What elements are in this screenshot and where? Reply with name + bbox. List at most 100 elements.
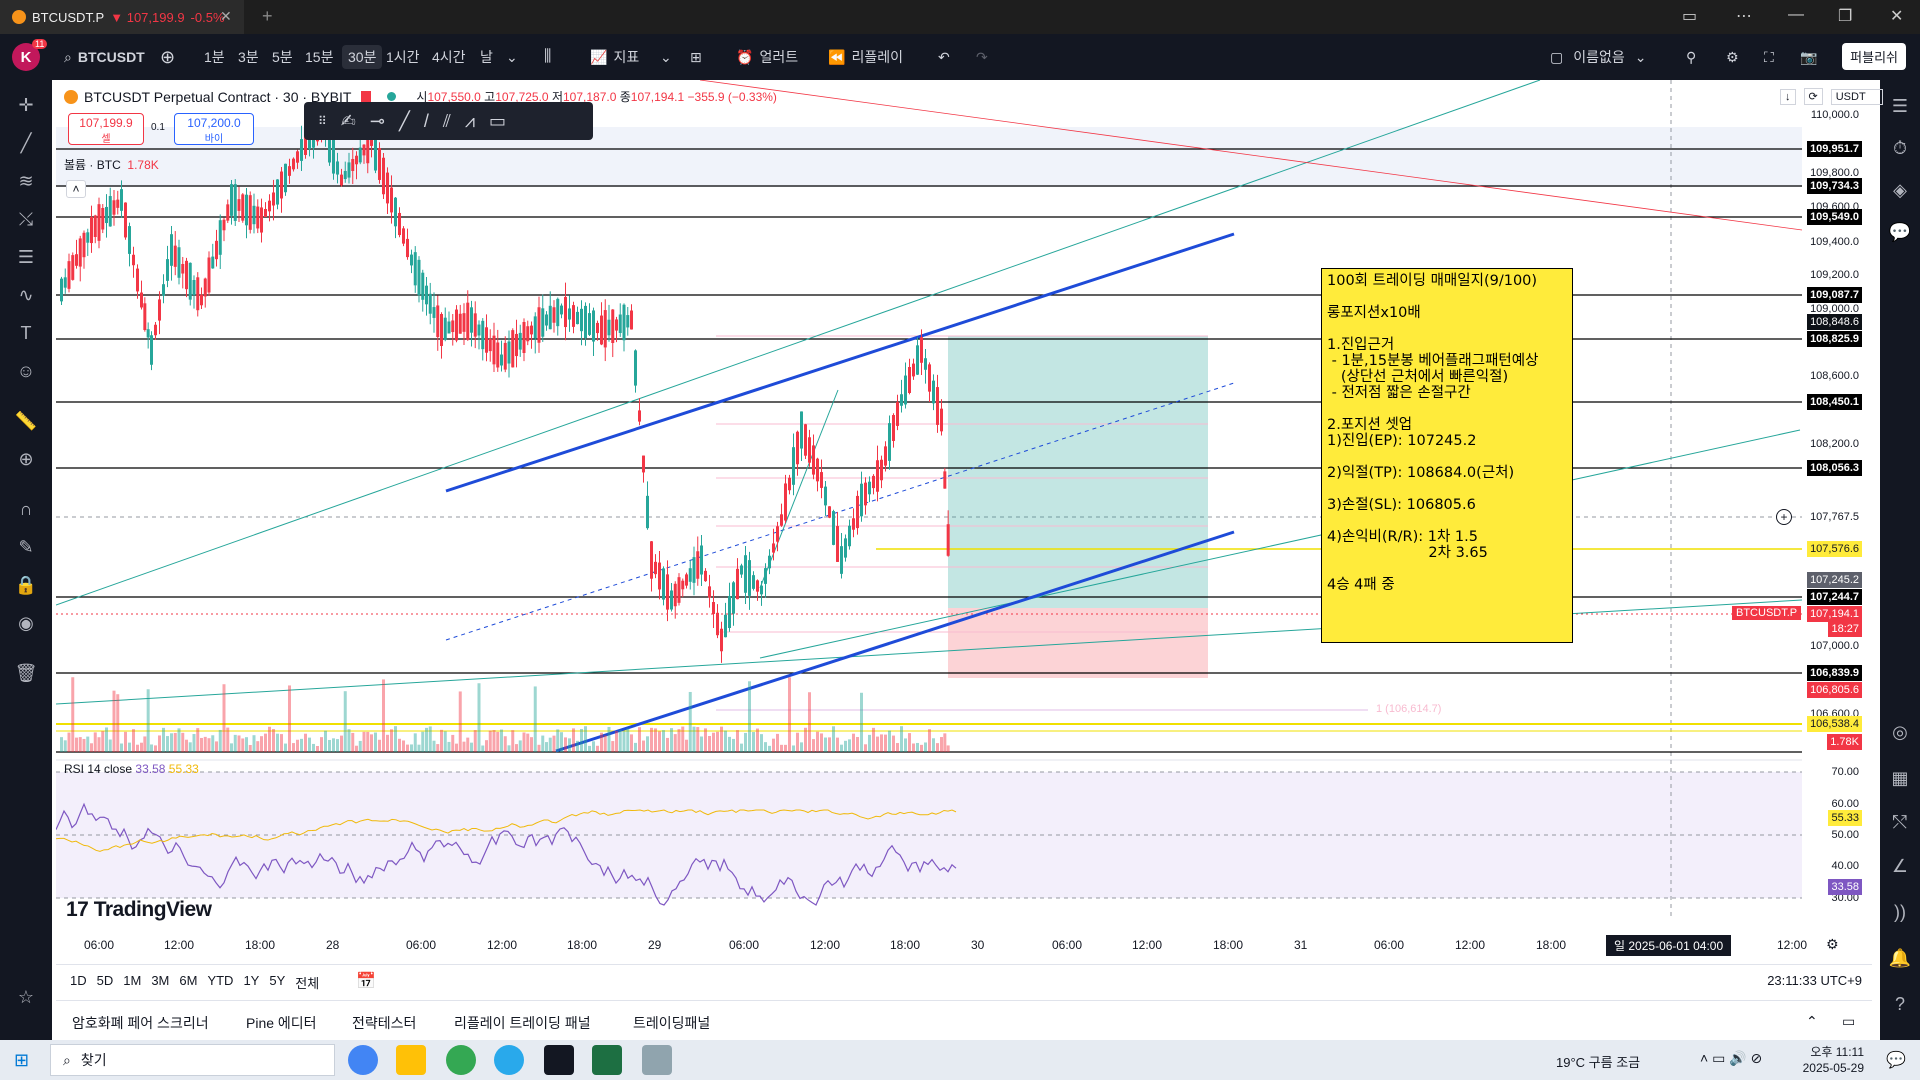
more-icon[interactable]: ⋯ <box>1736 8 1752 25</box>
help-icon[interactable]: ? <box>1894 994 1905 1014</box>
eye-icon[interactable]: ◉ <box>18 613 34 633</box>
telegram-icon[interactable] <box>494 1045 524 1075</box>
broadcast-icon[interactable]: )) <box>1894 902 1906 922</box>
undo-icon[interactable]: ↶ <box>938 48 950 65</box>
tab-strategy-tester[interactable]: 전략테스터 <box>352 1015 417 1031</box>
watchlist-icon[interactable]: ☰ <box>1891 96 1909 116</box>
crosshair-icon[interactable]: ✛ <box>18 95 34 115</box>
file-explorer-icon[interactable] <box>396 1045 426 1075</box>
interval-1m[interactable]: 1분 <box>204 49 225 65</box>
range-button[interactable]: 1M <box>123 973 142 988</box>
maximize-panel-icon[interactable]: ▭ <box>1842 1013 1856 1029</box>
tab-replay-trading[interactable]: 리플레이 트레이딩 패널 <box>454 1015 591 1031</box>
symbol-search[interactable]: ⌕ BTCUSDT <box>64 45 145 69</box>
line-icon[interactable]: / <box>423 110 429 131</box>
alerts-clock-icon[interactable]: ⏱ <box>1892 138 1908 158</box>
app-icon[interactable] <box>642 1045 672 1075</box>
scroll-down-icon[interactable]: ↓ <box>1780 88 1796 105</box>
pine-icon[interactable]: ∠ <box>1891 856 1909 876</box>
range-button[interactable]: 1Y <box>243 973 260 988</box>
window-layout-icon[interactable]: ▭ <box>1682 8 1698 25</box>
camera-icon[interactable]: 📷 <box>1800 48 1818 65</box>
tab-screener[interactable]: 암호화폐 페어 스크리너 <box>72 1015 209 1031</box>
range-button[interactable]: YTD <box>207 973 234 988</box>
replay-button[interactable]: ⏪ 리플레이 <box>828 45 903 69</box>
minimize-icon[interactable]: — <box>1788 6 1804 23</box>
lock-drawing-icon[interactable]: ✎ <box>18 537 34 557</box>
layers-icon[interactable]: ◈ <box>1893 180 1907 200</box>
publish-button[interactable]: 퍼블리쉬 <box>1842 43 1906 70</box>
trading-journal-note[interactable]: 100회 트레이딩 매매일지(9/100) 롱포지션x10배 1.진입근거 - 1분… <box>1321 268 1573 643</box>
quick-search-icon[interactable]: ⚲ <box>1686 48 1697 65</box>
brush-icon[interactable]: ∿ <box>18 285 34 305</box>
drag-handle-icon[interactable]: ⠿ <box>318 114 327 128</box>
chevron-down-icon[interactable]: ⌄ <box>506 48 518 65</box>
weather[interactable]: 19°C 구름 조금 <box>1556 1055 1641 1070</box>
time-axis-settings-icon[interactable]: ⚙ <box>1826 936 1839 952</box>
chevron-up-icon[interactable]: ⌃ <box>1806 1013 1818 1029</box>
chrome-profile-icon[interactable] <box>446 1045 476 1075</box>
tradingview-app-icon[interactable] <box>544 1045 574 1075</box>
new-tab-icon[interactable]: + <box>262 6 273 26</box>
range-button[interactable]: 3M <box>151 973 170 988</box>
interval-3m[interactable]: 3분 <box>238 49 259 65</box>
pen-icon[interactable]: ✍ <box>340 110 356 131</box>
chart-pane[interactable] <box>56 80 1872 1000</box>
sell-button[interactable]: 107,199.9 셀 <box>68 113 144 145</box>
tab-trading-panel[interactable]: 트레이딩패널 <box>633 1015 711 1031</box>
close-window-icon[interactable]: ✕ <box>1890 8 1904 25</box>
interval-5m[interactable]: 5분 <box>272 49 293 65</box>
calendar-icon[interactable]: ▦ <box>1891 768 1909 788</box>
system-tray-icons[interactable]: ˄ ▭ 🔊 ⊘ <box>1700 1050 1763 1066</box>
magnet-icon[interactable]: ∩ <box>19 499 33 519</box>
chrome-icon[interactable] <box>348 1045 378 1075</box>
alerts-button[interactable]: ⏰ 얼러트 <box>736 45 798 69</box>
favorites-star-icon[interactable]: ☆ <box>17 987 35 1007</box>
chat-icon[interactable]: 💬 <box>1888 222 1912 242</box>
trendline-icon[interactable]: ╱ <box>20 133 32 153</box>
collapse-chevron-icon[interactable]: ˄ <box>66 180 86 198</box>
indicators-button[interactable]: 📈 지표 <box>590 45 639 69</box>
hline-icon[interactable]: ⊸ <box>369 110 385 131</box>
candle-type-icon[interactable]: ⫼ <box>544 48 552 65</box>
chevron-down-icon[interactable]: ⌄ <box>660 48 672 65</box>
ray-icon[interactable]: ╱ <box>398 110 410 131</box>
excel-icon[interactable] <box>592 1045 622 1075</box>
maximize-icon[interactable]: ❐ <box>1838 8 1853 25</box>
bell-icon[interactable]: 🔔 <box>1888 948 1912 968</box>
currency-label[interactable]: USDT <box>1830 88 1883 105</box>
taskbar-clock[interactable]: 오후 11:11 2025-05-29 <box>1802 1045 1864 1075</box>
parallel-icon[interactable]: ⫽ <box>442 110 451 131</box>
range-button[interactable]: 5Y <box>269 973 286 988</box>
strategy-icon[interactable]: ⤲ <box>1892 812 1908 832</box>
refresh-icon[interactable]: ⟳ <box>1803 88 1823 105</box>
text-icon[interactable]: T <box>20 323 32 343</box>
windows-start-icon[interactable]: ⊞ <box>14 1050 30 1070</box>
fullscreen-icon[interactable]: ⛶ <box>1764 48 1774 65</box>
interval-30m[interactable]: 30분 <box>342 45 383 69</box>
zoom-icon[interactable]: ⊕ <box>18 449 34 469</box>
price-chart[interactable] <box>56 80 1872 1000</box>
interval-15m[interactable]: 15분 <box>305 49 334 65</box>
interval-day[interactable]: 날 <box>480 49 493 65</box>
interval-1h[interactable]: 1시간 <box>386 49 420 65</box>
range-button[interactable]: 6M <box>179 973 198 988</box>
emoji-icon[interactable]: ☺ <box>16 361 36 381</box>
range-button[interactable]: 5D <box>96 973 114 988</box>
redo-icon[interactable]: ↷ <box>976 48 988 65</box>
range-button[interactable]: 1D <box>70 973 87 988</box>
interval-4h[interactable]: 4시간 <box>432 49 466 65</box>
date-range-icon[interactable]: 📅 <box>356 973 376 990</box>
range-button[interactable]: 전체 <box>295 976 320 991</box>
pitchfork-icon[interactable]: ≋ <box>18 171 34 191</box>
fib-icon[interactable]: ☰ <box>17 247 35 267</box>
taskbar-search[interactable]: ⌕ 찾기 <box>50 1044 335 1076</box>
templates-icon[interactable]: ⊞ <box>690 48 702 65</box>
rectangle-icon[interactable]: ▭ <box>489 110 507 131</box>
notification-icon[interactable]: 💬 <box>1886 1052 1906 1069</box>
close-tab-icon[interactable]: ✕ <box>220 8 232 24</box>
buy-button[interactable]: 107,200.0 바이 <box>174 113 254 145</box>
trash-icon[interactable]: 🗑 <box>14 663 38 683</box>
compare-symbol-icon[interactable]: ⊕ <box>160 46 176 67</box>
ruler-icon[interactable]: 📏 <box>14 411 38 431</box>
